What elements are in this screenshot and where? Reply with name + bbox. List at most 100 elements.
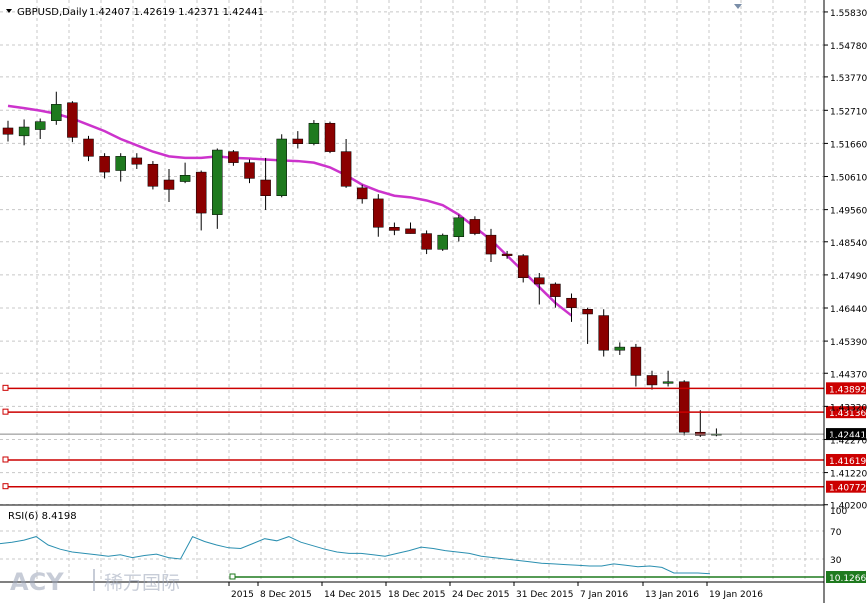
- level-tag-label: 1.41619: [829, 457, 866, 467]
- candle-body: [453, 217, 465, 237]
- level-tag: [826, 382, 866, 395]
- price-tick-label: 1.45390: [830, 338, 867, 348]
- candle-body: [83, 138, 94, 157]
- candles-layer: [2, 91, 722, 437]
- price-tick-label: 1.52710: [830, 107, 867, 117]
- time-axis: 2015 8 Dec 2015 14 Dec 2015 18 Dec 2015 24 D…: [228, 582, 763, 600]
- candle-body: [179, 175, 191, 182]
- candle-body: [34, 121, 46, 130]
- ohlc-label: 1.42407 1.42619 1.42371 1.42441: [89, 7, 264, 18]
- time-tick-label: 19 Jan 2016: [709, 590, 763, 600]
- candle-body: [228, 151, 239, 163]
- candle-body: [2, 127, 14, 135]
- level-tag-label: 1.43892: [829, 385, 866, 395]
- candle-body: [614, 346, 626, 351]
- candle-body: [469, 219, 481, 234]
- candle-body: [212, 149, 223, 215]
- candle-body: [115, 156, 126, 171]
- candle-body: [244, 162, 255, 179]
- candle-body: [308, 122, 320, 144]
- price-tick-label: 1.47490: [830, 272, 867, 282]
- price-tick-label: 1.53770: [830, 74, 867, 84]
- shift-marker-icon[interactable]: [734, 4, 742, 9]
- time-tick-label: 18 Dec 2015: [388, 590, 446, 600]
- candle-body: [131, 157, 143, 165]
- candle-body: [340, 151, 352, 187]
- candle-body: [324, 122, 336, 152]
- rsi-value-label: 10.1266: [829, 574, 866, 584]
- price-axis: 1.55830 1.54780 1.53770 1.52710 1.51660 1.506…: [824, 9, 867, 512]
- collapse-triangle-icon[interactable]: [6, 9, 12, 13]
- rsi-label: RSI(6) 8.4198: [8, 511, 77, 522]
- acy-logo: ACY 稀万国际: [10, 568, 180, 596]
- watermark-brand-cn: 稀万国际: [104, 572, 180, 594]
- time-tick-label: 31 Dec 2015: [516, 590, 574, 600]
- candle-body: [292, 138, 304, 144]
- level-tag-label: 1.43136: [829, 409, 866, 419]
- candle-body: [646, 375, 658, 386]
- symbol-label: GBPUSD,Daily: [17, 7, 88, 18]
- candle-body: [582, 309, 593, 315]
- rsi-scale-label: 30: [830, 556, 842, 566]
- rsi-value-tag: [826, 571, 866, 583]
- price-tick-label: 1.54780: [830, 42, 867, 52]
- candle-body: [163, 179, 175, 190]
- candle-body: [421, 233, 432, 250]
- price-tick-label: 1.43320: [830, 403, 867, 413]
- rsi-scale-label: 100: [830, 507, 847, 517]
- candle-body: [437, 234, 448, 250]
- time-tick-label: 13 Jan 2016: [645, 590, 699, 600]
- rsi-scale-label: 70: [830, 528, 842, 538]
- level-handle: [2, 456, 9, 463]
- level-handle: [2, 408, 9, 415]
- price-tick-label: 1.40200: [830, 502, 867, 512]
- candle-body: [373, 198, 384, 228]
- candle-body: [501, 253, 513, 256]
- current-price-label: 1.42441: [829, 431, 866, 441]
- candle-body: [678, 381, 690, 433]
- price-tick-label: 1.50610: [830, 174, 867, 184]
- time-tick-label: 14 Dec 2015: [324, 590, 382, 600]
- time-tick-label: 8 Dec 2015: [260, 590, 312, 600]
- candle-body: [550, 283, 561, 297]
- price-tick-label: 1.46440: [830, 305, 867, 315]
- time-tick-label: 7 Jan 2016: [580, 590, 628, 600]
- candle-body: [405, 228, 416, 234]
- candle-body: [276, 138, 287, 196]
- candle-body: [485, 234, 497, 255]
- candle-body: [147, 163, 159, 187]
- price-tick-label: 1.55830: [830, 9, 867, 19]
- current-price-tag: [826, 428, 866, 441]
- time-tick-label: 24 Dec 2015: [452, 590, 510, 600]
- price-tick-label: 1.44370: [830, 370, 867, 380]
- time-tick-label: 2015: [231, 590, 254, 600]
- rsi-line: [0, 535, 711, 575]
- candle-body: [51, 104, 62, 121]
- candle-body: [630, 346, 642, 376]
- candle-body: [356, 187, 368, 200]
- candle-body: [566, 297, 577, 308]
- level-handle: [2, 483, 9, 490]
- price-tick-label: 1.41220: [830, 470, 867, 480]
- price-tick-label: 1.42270: [830, 436, 867, 446]
- candle-body: [67, 102, 78, 138]
- price-tick-label: 1.48540: [830, 239, 867, 249]
- candle-body: [99, 156, 110, 173]
- level-tag-label: 1.40772: [829, 484, 866, 494]
- price-tick-label: 1.51660: [830, 140, 867, 150]
- watermark-brand: ACY: [10, 568, 64, 596]
- level-tag: [826, 406, 866, 419]
- candle-body: [260, 179, 271, 196]
- rsi-panel: 100 70 30 10.1266: [0, 507, 866, 584]
- rsi-line-handle: [229, 573, 236, 580]
- candle-body: [534, 277, 545, 285]
- candle-body: [195, 171, 207, 214]
- candle-body: [662, 381, 674, 384]
- level-tag: [826, 480, 866, 493]
- candle-body: [517, 255, 529, 278]
- plot-background: [0, 0, 824, 603]
- candle-body: [598, 315, 609, 351]
- level-handle: [2, 384, 9, 391]
- price-tick-label: 1.49560: [830, 207, 867, 217]
